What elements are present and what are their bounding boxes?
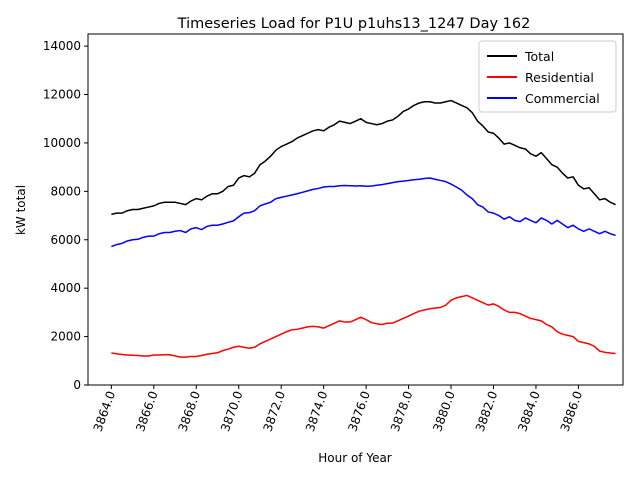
series-line-residential	[111, 294, 616, 358]
legend-label-commercial: Commercial	[525, 91, 600, 106]
legend-box	[478, 40, 617, 113]
y-tick-label: 0	[73, 378, 81, 392]
plot-lines	[111, 99, 616, 358]
legend-label-residential: Residential	[525, 70, 594, 85]
legend-label-total: Total	[524, 49, 554, 64]
series-line-total	[111, 99, 616, 216]
chart-title: Timeseries Load for P1U p1uhs13_1247 Day…	[177, 16, 531, 32]
series-line-commercial	[111, 177, 616, 248]
y-tick-label: 12000	[43, 88, 81, 102]
legend: Total Residential Commercial	[478, 40, 617, 113]
y-tick-label: 4000	[50, 281, 81, 295]
y-tick-label: 2000	[50, 330, 81, 344]
y-tick-label: 6000	[50, 233, 81, 247]
y-axis-label: kW total	[14, 185, 28, 235]
y-tick-label: 14000	[43, 39, 81, 53]
y-tick-label: 10000	[43, 136, 81, 150]
y-axis: 0 2000 4000 6000 8000 10000 12000 14000	[43, 39, 88, 392]
y-tick-label: 8000	[50, 184, 81, 198]
plot-frame	[87, 33, 624, 386]
x-axis-label: Hour of Year	[318, 451, 392, 465]
